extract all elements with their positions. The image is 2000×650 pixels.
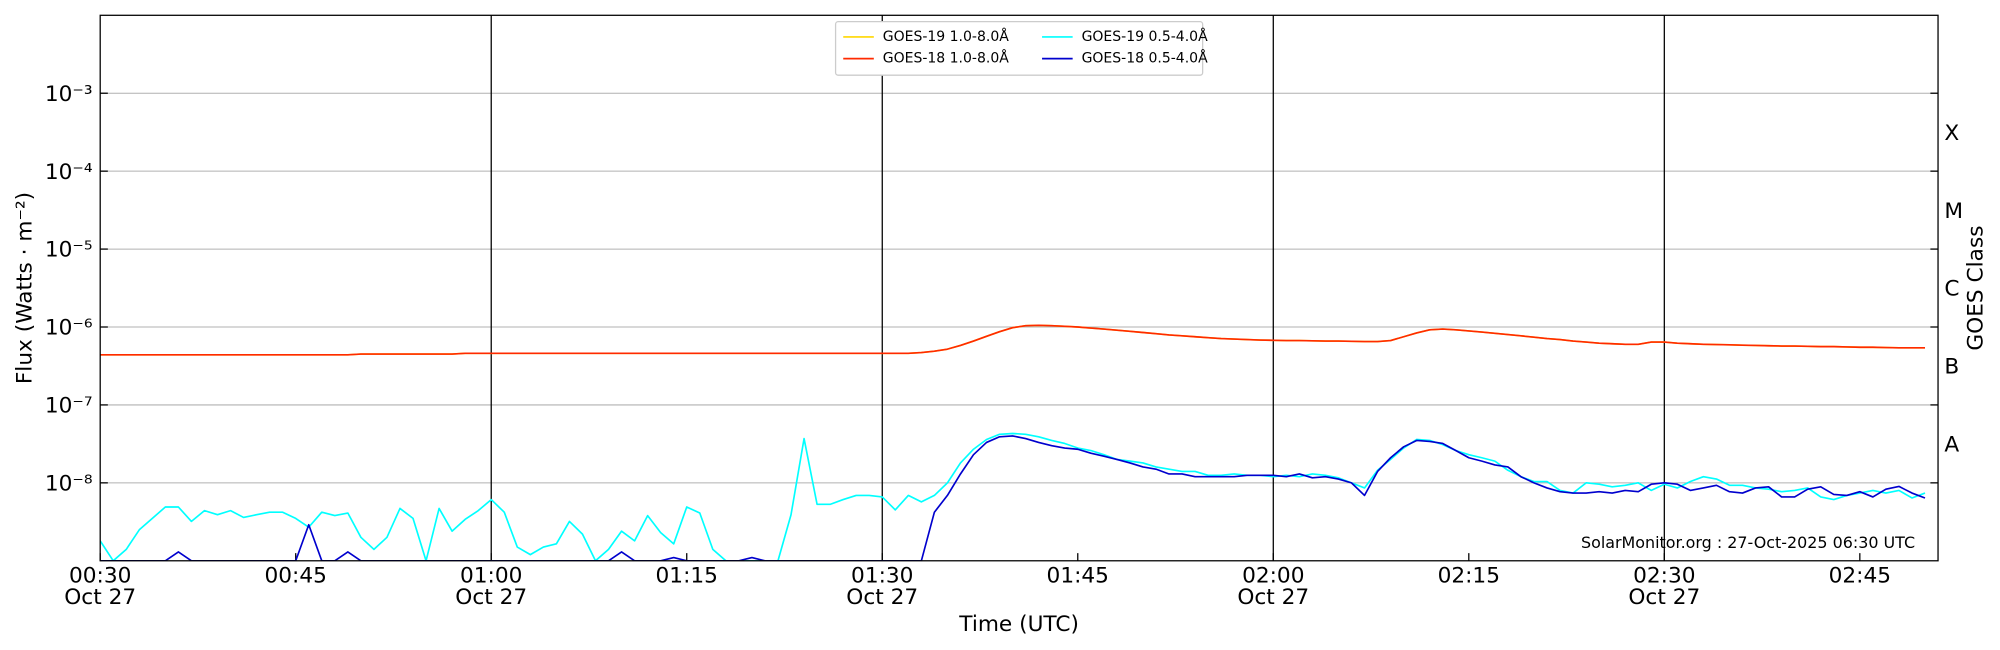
x-tick-label: 02:15 <box>1438 563 1500 588</box>
y2-tick-label: M <box>1944 199 1963 224</box>
x-tick-label: 02:30 Oct 27 <box>1628 563 1700 610</box>
x-tick-label: 02:45 <box>1829 563 1891 588</box>
x-tick-label: 01:15 <box>656 563 718 588</box>
y2-tick-label: B <box>1944 355 1959 380</box>
legend-label: GOES-19 1.0-8.0Å <box>883 28 1009 45</box>
series-line <box>100 432 1926 561</box>
legend-label: GOES-18 1.0-8.0Å <box>883 50 1009 67</box>
plot-area <box>100 324 1926 561</box>
label-layer: 10⁻⁸ 10⁻⁷ 10⁻⁶ 10⁻⁵ 10⁻⁴ 10⁻³ A B C M X 00:30 Oct 27… <box>45 82 1963 610</box>
y2-tick-label: A <box>1944 433 1959 458</box>
y-axis-label: Flux (Watts · m⁻²) <box>12 192 37 384</box>
legend: GOES-19 1.0-8.0Å GOES-18 1.0-8.0Å GOES-19 … <box>834 21 1208 76</box>
x-tick-label: 01:45 <box>1047 563 1109 588</box>
y-tick-label: 10⁻⁷ <box>45 394 93 419</box>
annotation: SolarMonitor.org : 27-Oct-2025 06:30 UTC <box>1581 533 1915 552</box>
y-tick-label: 10⁻⁵ <box>45 238 93 263</box>
legend-label: GOES-18 0.5-4.0Å <box>1082 50 1208 67</box>
grid-layer <box>99 15 1939 561</box>
x-tick-label: 00:30 Oct 27 <box>64 563 136 610</box>
legend-label: GOES-19 0.5-4.0Å <box>1082 28 1208 45</box>
y2-axis-label: GOES Class <box>1964 225 1989 350</box>
x-axis-label: Time (UTC) <box>958 612 1079 637</box>
x-tick-label: 02:00 Oct 27 <box>1237 563 1309 610</box>
legend-box <box>834 21 1204 76</box>
y-tick-label: 10⁻³ <box>45 82 93 107</box>
x-tick-label: 00:45 <box>265 563 327 588</box>
y-tick-label: 10⁻⁸ <box>45 472 93 497</box>
series-line <box>100 435 1926 561</box>
y-tick-label: 10⁻⁴ <box>45 160 93 185</box>
y2-tick-label: X <box>1944 121 1959 146</box>
axes-frame <box>99 14 1939 562</box>
x-tick-label: 01:30 Oct 27 <box>846 563 918 610</box>
series-line <box>100 324 1926 356</box>
y2-tick-label: C <box>1944 277 1959 302</box>
y-tick-label: 10⁻⁶ <box>45 316 93 341</box>
x-tick-label: 01:00 Oct 27 <box>455 563 527 610</box>
